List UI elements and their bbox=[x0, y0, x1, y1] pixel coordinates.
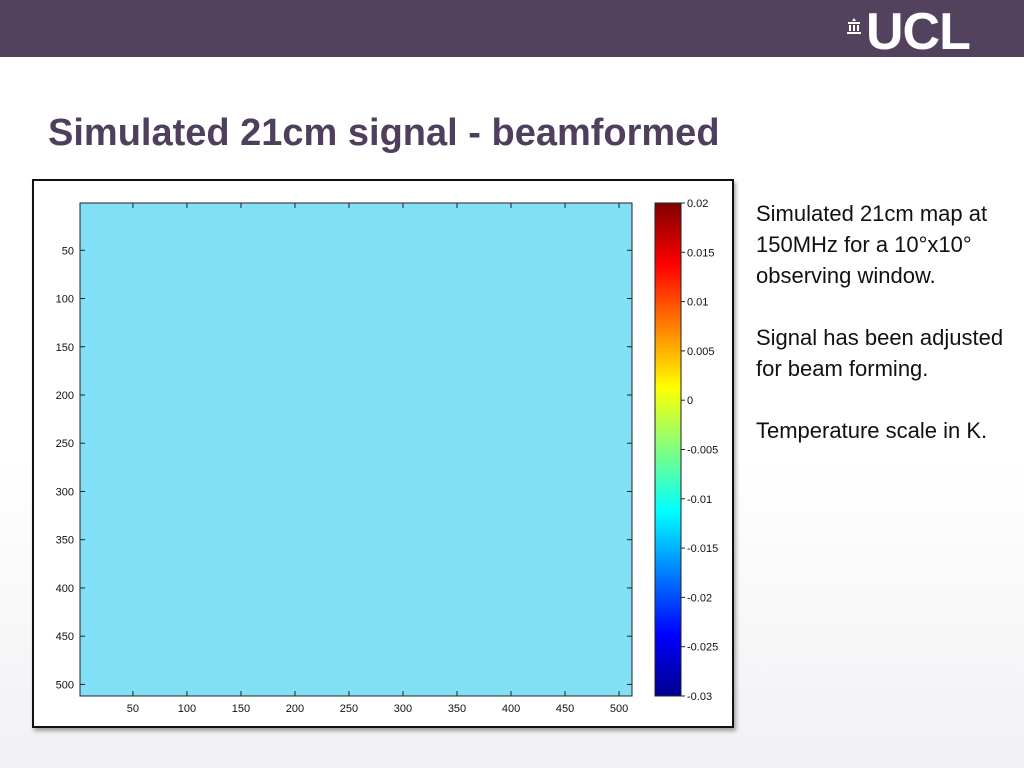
y-axis-ticks: 50 100 150 200 250 300 350 400 450 500 bbox=[56, 245, 632, 691]
colorbar-tick-label: 0 bbox=[687, 395, 693, 407]
side-text: Simulated 21cm map at 150MHz for a 10°x1… bbox=[756, 198, 1006, 477]
x-tick-label: 150 bbox=[232, 703, 250, 715]
x-tick-label: 300 bbox=[394, 703, 412, 715]
slide-title: Simulated 21cm signal - beamformed bbox=[48, 112, 720, 154]
logo-text: UCL bbox=[866, 3, 971, 61]
y-tick-label: 450 bbox=[56, 631, 74, 643]
x-tick-label: 100 bbox=[178, 703, 196, 715]
y-tick-label: 150 bbox=[56, 342, 74, 354]
y-tick-label: 200 bbox=[56, 390, 74, 402]
y-tick-label: 350 bbox=[56, 535, 74, 547]
paragraph-1: Simulated 21cm map at 150MHz for a 10°x1… bbox=[756, 201, 988, 288]
x-tick-label: 50 bbox=[127, 703, 139, 715]
colorbar-tick-label: -0.02 bbox=[687, 592, 712, 604]
x-tick-label: 200 bbox=[286, 703, 304, 715]
paragraph-3: Temperature scale in K. bbox=[756, 418, 988, 443]
y-tick-label: 100 bbox=[56, 294, 74, 306]
x-tick-label: 250 bbox=[340, 703, 358, 715]
heatmap-area bbox=[80, 203, 632, 696]
x-tick-label: 400 bbox=[502, 703, 520, 715]
x-axis-ticks: 50 100 150 200 250 300 350 400 450 500 bbox=[127, 203, 628, 715]
colorbar-tick-label: -0.03 bbox=[687, 691, 712, 703]
y-tick-label: 500 bbox=[56, 679, 74, 691]
colorbar-ticks: 0.02 0.015 0.01 0.005 0 -0.005 -0.01 -0.015 -0.0… bbox=[681, 198, 718, 703]
colorbar-tick-label: 0.02 bbox=[687, 198, 708, 210]
x-tick-label: 500 bbox=[610, 703, 628, 715]
colorbar-tick-label: 0.005 bbox=[687, 346, 715, 358]
colorbar-tick-label: -0.015 bbox=[687, 543, 718, 555]
heatmap-border bbox=[79, 202, 633, 697]
ucl-logo: UCL bbox=[846, 6, 996, 58]
colorbar-tick-label: -0.005 bbox=[687, 445, 718, 457]
portico-icon bbox=[847, 18, 861, 34]
colorbar-tick-label: 0.015 bbox=[687, 247, 715, 259]
colorbar-tick-label: -0.01 bbox=[687, 494, 712, 506]
figure-frame: 50 100 150 200 250 300 350 400 450 500 50 100 150 20… bbox=[32, 179, 734, 728]
paragraph-2: Signal has been adjusted for beam formin… bbox=[756, 325, 1004, 381]
y-tick-label: 250 bbox=[56, 438, 74, 450]
x-tick-label: 450 bbox=[556, 703, 574, 715]
y-tick-label: 300 bbox=[56, 486, 74, 498]
y-tick-label: 50 bbox=[62, 245, 74, 257]
colorbar bbox=[654, 202, 682, 697]
colorbar-tick-label: -0.025 bbox=[687, 642, 718, 654]
y-tick-label: 400 bbox=[56, 583, 74, 595]
x-tick-label: 350 bbox=[448, 703, 466, 715]
heatmap-chart: 50 100 150 200 250 300 350 400 450 500 50 100 150 20… bbox=[56, 198, 719, 715]
colorbar-tick-label: 0.01 bbox=[687, 297, 708, 309]
